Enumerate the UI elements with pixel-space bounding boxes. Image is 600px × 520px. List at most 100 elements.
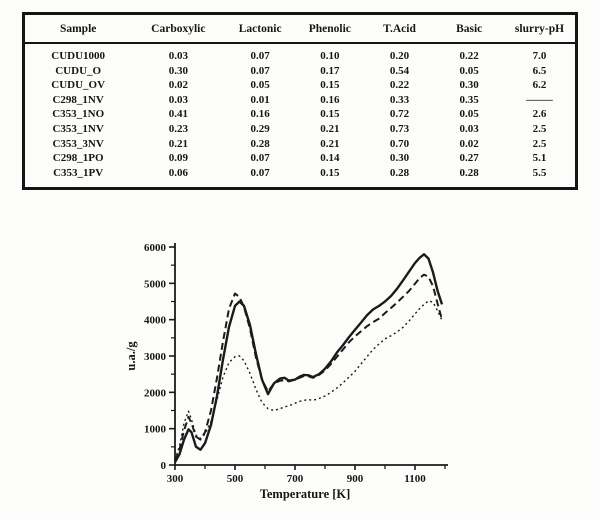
table-cell: 0.54 bbox=[389, 64, 410, 77]
sample-name: C353_3NV bbox=[52, 137, 104, 150]
table-cell: 2.5 bbox=[532, 122, 547, 135]
table-cell: 0.02 bbox=[168, 79, 188, 92]
table-row: CUDU_OV 0.02 0.05 0.15 0.22 0.30 6.2 bbox=[24, 78, 577, 93]
table-row: C353_3NV 0.21 0.28 0.21 0.70 0.02 2.5 bbox=[24, 137, 577, 152]
series-dashed-curve bbox=[174, 273, 443, 461]
table-cell: 0.23 bbox=[168, 122, 188, 135]
sample-name: C353_1PV bbox=[53, 166, 104, 179]
table-cell: 0.41 bbox=[168, 108, 188, 121]
table-row: CUDU_O 0.30 0.07 0.17 0.54 0.05 6.5 bbox=[24, 64, 577, 79]
table-cell: 2.5 bbox=[532, 137, 547, 150]
sample-name: C298_1PO bbox=[52, 152, 104, 165]
table-cell: — bbox=[504, 93, 576, 108]
y-tick-label: 4000 bbox=[144, 315, 167, 327]
table-cell: 0.28 bbox=[459, 166, 479, 179]
table-cell: 7.0 bbox=[532, 50, 547, 62]
y-tick-label: 2000 bbox=[144, 387, 167, 399]
x-tick-label: 700 bbox=[287, 473, 304, 485]
y-tick-label: 0 bbox=[161, 460, 167, 472]
column-header-6: slurry-pH bbox=[504, 13, 577, 44]
table-cell: 0.29 bbox=[250, 122, 270, 135]
column-header-1: Carboxylic bbox=[131, 13, 226, 44]
table-cell: 0.15 bbox=[320, 79, 340, 92]
column-header-5: Basic bbox=[434, 13, 505, 44]
table-cell: 0.07 bbox=[250, 166, 270, 179]
table-cell: 0.33 bbox=[389, 93, 410, 106]
table-cell: 0.30 bbox=[389, 152, 410, 165]
sample-name: C298_1NV bbox=[52, 93, 104, 106]
table-cell: 0.21 bbox=[320, 122, 340, 135]
table-cell: 0.03 bbox=[168, 93, 188, 106]
table-cell: 0.05 bbox=[250, 79, 270, 92]
table-cell: 0.05 bbox=[459, 108, 479, 121]
table-cell: 0.28 bbox=[389, 166, 410, 179]
sample-name: CUDU_OV bbox=[51, 79, 106, 92]
table-row: C353_1NO 0.41 0.16 0.15 0.72 0.05 2.6 bbox=[24, 107, 577, 122]
column-header-0: Sample bbox=[23, 13, 132, 44]
table-cell: 0.22 bbox=[389, 79, 410, 92]
x-axis-title: Temperature [K] bbox=[260, 487, 351, 501]
table-cell: 0.05 bbox=[459, 64, 479, 77]
table-cell: 0.72 bbox=[389, 108, 410, 121]
table-cell: 0.07 bbox=[250, 152, 270, 165]
x-tick-label: 500 bbox=[227, 473, 244, 485]
table-row: C298_1PO 0.09 0.07 0.14 0.30 0.27 5.1 bbox=[24, 151, 577, 166]
column-header-4: T.Acid bbox=[364, 13, 435, 44]
x-tick-label: 1100 bbox=[404, 473, 426, 485]
table-cell: 0.35 bbox=[459, 93, 479, 106]
table-cell: 0.21 bbox=[320, 137, 340, 150]
table-cell: 0.28 bbox=[250, 137, 270, 150]
acidity-table: Sample Carboxylic Lactonic Phenolic T.Acid Ba… bbox=[22, 12, 578, 191]
table-row: C353_1NV 0.23 0.29 0.21 0.73 0.03 2.5 bbox=[24, 122, 577, 137]
column-header-3: Phenolic bbox=[295, 13, 365, 44]
table-cell: 0.09 bbox=[168, 152, 188, 165]
table-cell: 0.21 bbox=[168, 137, 188, 150]
column-header-2: Lactonic bbox=[225, 13, 295, 44]
table-header-row: Sample Carboxylic Lactonic Phenolic T.Acid Ba… bbox=[23, 13, 577, 44]
sample-name: CUDU1000 bbox=[51, 50, 106, 62]
table-cell: 0.02 bbox=[459, 137, 479, 150]
table-cell: 0.06 bbox=[168, 166, 188, 179]
table-cell: 0.16 bbox=[320, 93, 340, 106]
sample-name: C353_1NV bbox=[52, 122, 104, 135]
table-cell: 0.27 bbox=[459, 152, 479, 165]
series-solid-curve bbox=[173, 253, 444, 463]
table-cell: 5.1 bbox=[532, 152, 547, 165]
table-cell: 0.10 bbox=[320, 50, 340, 62]
sample-name: C353_1NO bbox=[52, 108, 105, 121]
table-cell: 2.6 bbox=[532, 108, 547, 121]
table-cell: 0.15 bbox=[320, 108, 340, 121]
y-tick-label: 5000 bbox=[144, 278, 167, 290]
x-tick-label: 900 bbox=[347, 473, 364, 485]
series-dotted-curve bbox=[174, 300, 443, 460]
table-cell: 0.70 bbox=[389, 137, 410, 150]
table-cell: 0.30 bbox=[459, 79, 479, 92]
table-cell: 0.16 bbox=[250, 108, 270, 121]
table-cell: 0.07 bbox=[250, 64, 270, 77]
tpd-profile-chart: 300 500 700 900 1100 0 1000 2000 3000 4000 5000 600… bbox=[95, 230, 480, 515]
table-cell: 6.2 bbox=[532, 79, 547, 92]
x-tick-label: 300 bbox=[167, 473, 184, 485]
table-cell: 6.5 bbox=[532, 64, 547, 77]
table-cell: 0.15 bbox=[320, 166, 340, 179]
table-cell: 0.07 bbox=[250, 50, 270, 62]
table-cell: 5.5 bbox=[532, 166, 547, 179]
table-cell: 0.17 bbox=[320, 64, 340, 77]
y-tick-label: 3000 bbox=[144, 351, 167, 363]
table-cell: 0.20 bbox=[389, 50, 410, 62]
table-row: C353_1PV 0.06 0.07 0.15 0.28 0.28 5.5 bbox=[24, 166, 577, 189]
no-value-dash: — bbox=[526, 93, 553, 106]
table-row: CUDU1000 0.03 0.07 0.10 0.20 0.22 7.0 bbox=[24, 43, 577, 64]
table-cell: 0.22 bbox=[459, 50, 479, 62]
sample-name: CUDU_O bbox=[55, 64, 102, 77]
table-cell: 0.73 bbox=[389, 122, 410, 135]
y-axis-title: u.a./g bbox=[124, 341, 138, 371]
table-row: C298_1NV 0.03 0.01 0.16 0.33 0.35 — bbox=[24, 93, 577, 108]
table-cell: 0.01 bbox=[250, 93, 270, 106]
tpd-chart-svg: 300 500 700 900 1100 0 1000 2000 3000 4000 5000 600… bbox=[124, 242, 448, 501]
table-cell: 0.03 bbox=[459, 122, 479, 135]
table-cell: 0.14 bbox=[320, 152, 340, 165]
y-tick-label: 6000 bbox=[144, 242, 167, 254]
y-tick-label: 1000 bbox=[144, 424, 167, 436]
